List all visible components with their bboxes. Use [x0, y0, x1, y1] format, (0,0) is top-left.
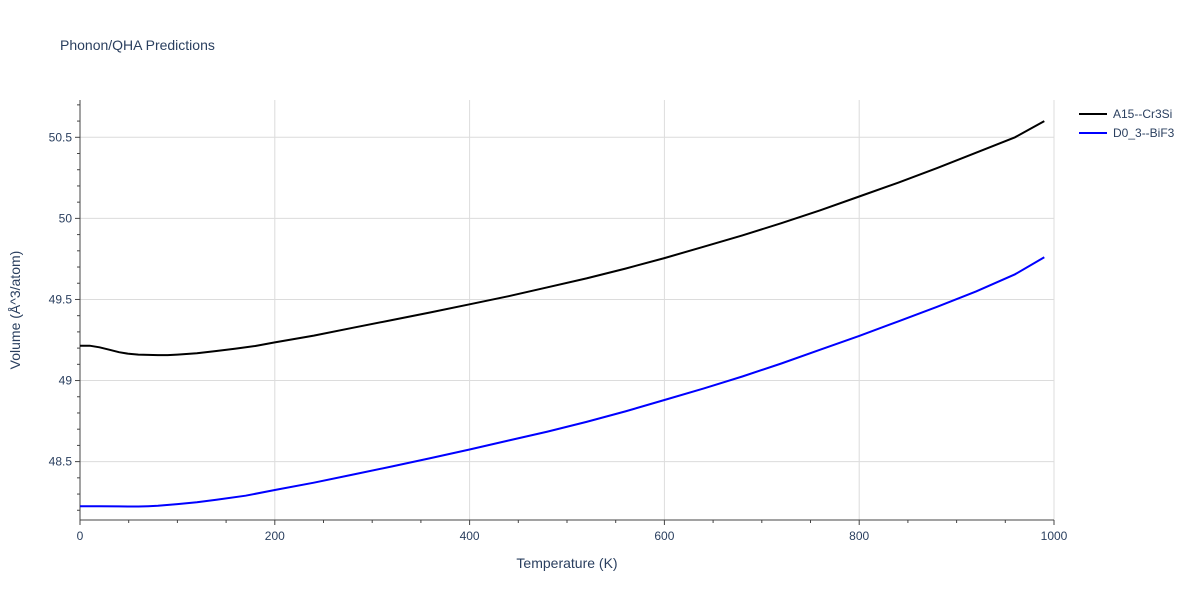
legend-item[interactable]: A15--Cr3Si: [1079, 107, 1172, 121]
y-tick-labels: 48.5 49 49.5 50 50.5: [49, 130, 73, 468]
y-tick-label: 48.5: [49, 455, 73, 469]
x-tick-label: 800: [849, 529, 869, 543]
y-axis-title: Volume (Å^3/atom): [7, 251, 23, 370]
y-tick-label: 49: [59, 374, 73, 388]
legend-item[interactable]: D0_3--BiF3: [1079, 126, 1175, 140]
x-tick-label: 400: [460, 529, 480, 543]
x-tick-label: 200: [265, 529, 285, 543]
y-tick-label: 50.5: [49, 130, 73, 144]
x-tick-label: 600: [654, 529, 674, 543]
x-tick-labels: 0 200 400 600 800 1000: [77, 529, 1068, 543]
legend[interactable]: A15--Cr3Si D0_3--BiF3: [1079, 107, 1175, 140]
chart-title: Phonon/QHA Predictions: [60, 37, 215, 53]
y-tick-label: 50: [59, 211, 73, 225]
series-line-d0-3-bif3: [80, 256, 1045, 508]
x-axis-title: Temperature (K): [516, 555, 617, 571]
x-tick-label: 0: [77, 529, 84, 543]
x-tick-label: 1000: [1041, 529, 1068, 543]
series-lines: [80, 120, 1045, 508]
grid: [80, 100, 1055, 520]
y-tick-label: 49.5: [49, 292, 73, 306]
axes: [75, 100, 1055, 525]
legend-label: A15--Cr3Si: [1113, 107, 1172, 121]
legend-label: D0_3--BiF3: [1113, 126, 1175, 140]
series-line-a15-cr3si: [80, 120, 1045, 357]
